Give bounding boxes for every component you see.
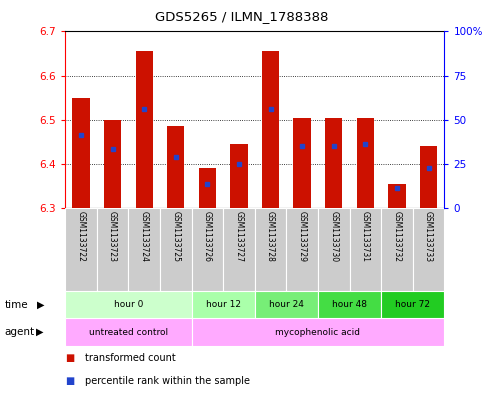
Text: agent: agent <box>5 327 35 337</box>
Bar <box>72 98 90 208</box>
Text: GSM1133728: GSM1133728 <box>266 211 275 262</box>
Text: GSM1133727: GSM1133727 <box>234 211 243 262</box>
Bar <box>381 208 413 291</box>
Bar <box>192 318 444 346</box>
Bar <box>318 208 350 291</box>
Bar <box>262 51 279 208</box>
Text: ▶: ▶ <box>36 327 43 337</box>
Text: hour 24: hour 24 <box>269 300 304 309</box>
Bar <box>199 169 216 208</box>
Text: GDS5265 / ILMN_1788388: GDS5265 / ILMN_1788388 <box>155 10 328 23</box>
Text: hour 72: hour 72 <box>395 300 430 309</box>
Bar <box>136 51 153 208</box>
Bar <box>167 127 185 208</box>
Text: GSM1133725: GSM1133725 <box>171 211 180 262</box>
Text: GSM1133722: GSM1133722 <box>76 211 85 262</box>
Text: hour 12: hour 12 <box>206 300 241 309</box>
Text: GSM1133724: GSM1133724 <box>140 211 149 262</box>
Bar <box>97 208 128 291</box>
Text: GSM1133729: GSM1133729 <box>298 211 307 262</box>
Bar <box>255 208 286 291</box>
Text: mycophenolic acid: mycophenolic acid <box>275 328 360 336</box>
Bar <box>65 318 192 346</box>
Text: GSM1133731: GSM1133731 <box>361 211 370 262</box>
Text: ■: ■ <box>65 376 74 386</box>
Text: GSM1133723: GSM1133723 <box>108 211 117 262</box>
Bar <box>413 208 444 291</box>
Bar <box>160 208 192 291</box>
Bar <box>325 118 342 208</box>
Bar <box>286 208 318 291</box>
Text: untreated control: untreated control <box>89 328 168 336</box>
Bar <box>294 118 311 208</box>
Text: ■: ■ <box>65 353 74 363</box>
Text: GSM1133732: GSM1133732 <box>393 211 401 262</box>
Bar <box>104 120 121 208</box>
Text: GSM1133733: GSM1133733 <box>424 211 433 262</box>
Bar <box>230 144 248 208</box>
Bar <box>65 208 97 291</box>
Text: transformed count: transformed count <box>85 353 175 363</box>
Bar <box>192 208 223 291</box>
Bar <box>356 118 374 208</box>
Text: GSM1133726: GSM1133726 <box>203 211 212 262</box>
Bar <box>381 291 444 318</box>
Bar <box>128 208 160 291</box>
Text: hour 48: hour 48 <box>332 300 367 309</box>
Bar <box>192 291 255 318</box>
Bar <box>420 146 437 208</box>
Text: percentile rank within the sample: percentile rank within the sample <box>85 376 250 386</box>
Text: time: time <box>5 299 28 310</box>
Text: ▶: ▶ <box>37 299 45 310</box>
Bar <box>388 184 406 208</box>
Bar <box>318 291 381 318</box>
Bar <box>350 208 381 291</box>
Text: hour 0: hour 0 <box>114 300 143 309</box>
Text: GSM1133730: GSM1133730 <box>329 211 338 262</box>
Bar <box>255 291 318 318</box>
Bar <box>65 291 192 318</box>
Bar <box>223 208 255 291</box>
